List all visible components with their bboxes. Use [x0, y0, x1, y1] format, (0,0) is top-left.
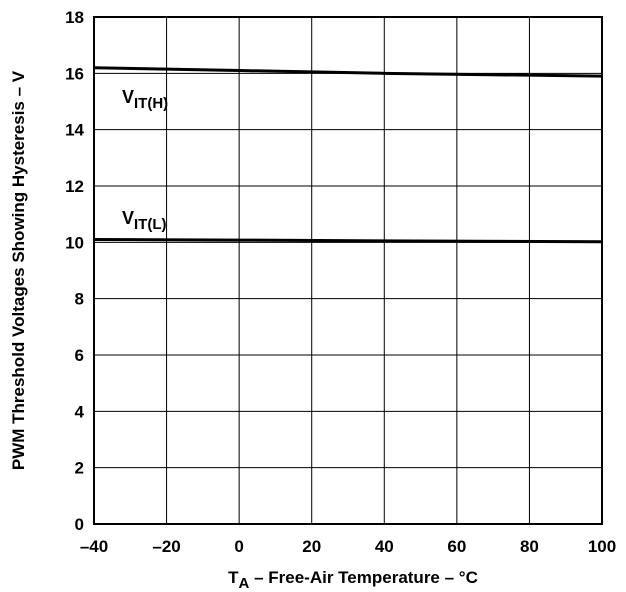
x-axis-label: TA – Free-Air Temperature – °C: [228, 568, 478, 592]
x-tick-label: 80: [520, 537, 539, 556]
x-tick-label: 0: [234, 537, 243, 556]
x-tick-label: 20: [302, 537, 321, 556]
x-tick-label: 60: [447, 537, 466, 556]
y-tick-label: 18: [65, 8, 84, 27]
series-label-vit-h-main: V: [122, 87, 134, 107]
series-label-vit-l: VIT(L): [122, 208, 167, 233]
y-tick-label: 6: [75, 346, 84, 365]
x-axis-label-main: T: [228, 568, 239, 587]
y-tick-label: 14: [65, 121, 84, 140]
x-tick-label: 40: [375, 537, 394, 556]
series-line: [93, 66, 603, 78]
y-tick-label: 8: [75, 290, 84, 309]
series-label-vit-l-main: V: [122, 208, 134, 228]
grid-lines: [93, 16, 603, 525]
y-tick-label: 12: [65, 177, 84, 196]
x-axis-label-rest: – Free-Air Temperature – °C: [249, 568, 478, 587]
y-axis-label: PWM Threshold Voltages Showing Hysteresi…: [9, 70, 28, 470]
series-label-vit-h: VIT(H): [122, 87, 168, 112]
y-tick-label: 10: [65, 233, 84, 252]
series-label-vit-h-sub: IT(H): [134, 95, 168, 112]
x-tick-labels: –40 –20 0 20 40 60 80 100: [80, 537, 616, 556]
series-label-vit-l-sub: IT(L): [134, 216, 166, 233]
y-tick-label: 0: [75, 515, 84, 534]
y-tick-label: 2: [75, 459, 84, 478]
series-lines: [93, 66, 603, 244]
x-tick-label: 100: [588, 537, 616, 556]
x-axis-label-sub: A: [239, 575, 250, 592]
plot-frame: [93, 16, 603, 525]
x-tick-label: –40: [80, 537, 108, 556]
y-tick-labels: 0 2 4 6 8 10 12 14 16 18: [65, 8, 84, 534]
y-tick-label: 4: [75, 402, 85, 421]
series-line: [93, 238, 603, 244]
x-tick-label: –20: [152, 537, 180, 556]
y-tick-label: 16: [65, 64, 84, 83]
